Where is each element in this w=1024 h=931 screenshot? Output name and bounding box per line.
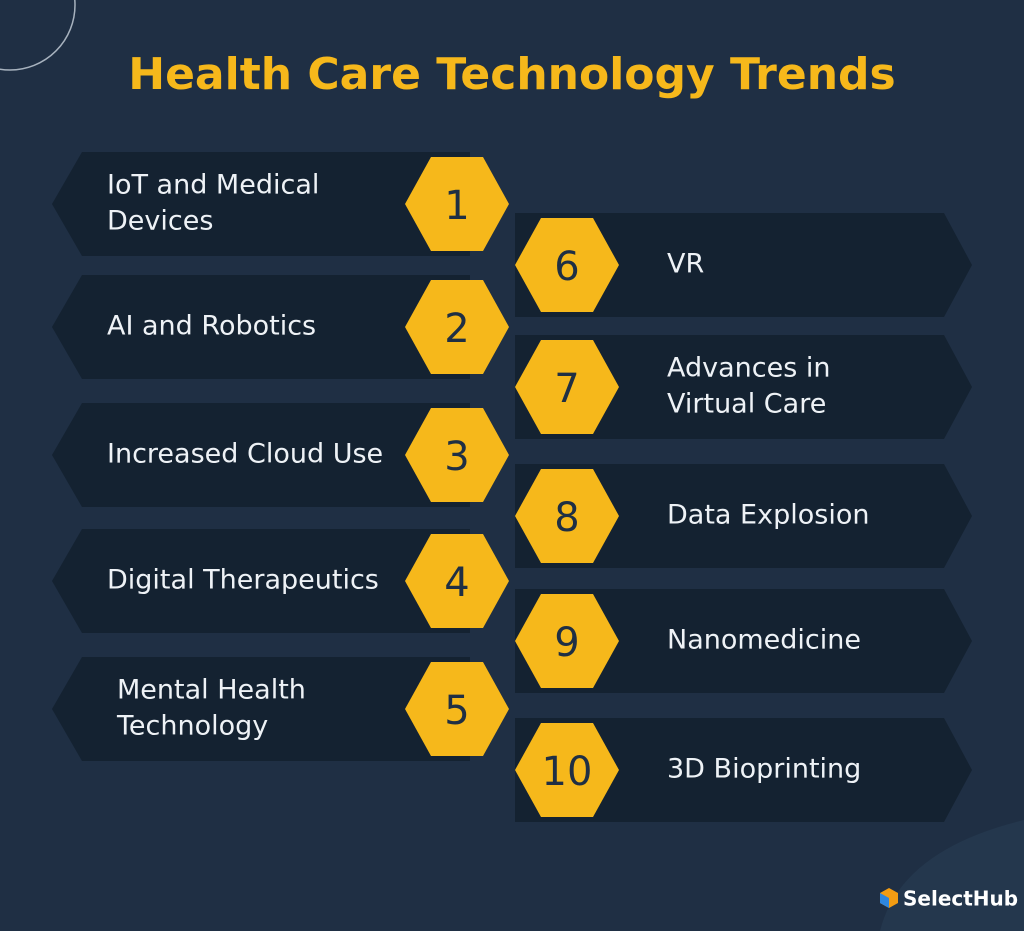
hexagon (405, 408, 509, 502)
item-label: VR (667, 249, 704, 280)
trend-item: 4 Digital Therapeutics (52, 529, 509, 633)
banner (52, 403, 470, 507)
item-number: 9 (554, 620, 579, 666)
hexagon (515, 723, 619, 817)
trend-item: 8 Data Explosion (515, 464, 972, 568)
item-label: Devices (107, 206, 213, 237)
hexagon (515, 218, 619, 312)
hexagon (405, 662, 509, 756)
trend-item: 10 3D Bioprinting (515, 718, 972, 822)
hexagon (515, 594, 619, 688)
item-label: IoT and Medical (107, 170, 319, 201)
banner (515, 335, 972, 439)
hexagon (515, 469, 619, 563)
decor-circle (0, 0, 76, 71)
item-label: 3D Bioprinting (667, 754, 861, 785)
item-label: Virtual Care (667, 389, 826, 420)
logo: SelectHub (880, 887, 1018, 911)
trend-item: 3 Increased Cloud Use (52, 403, 509, 507)
item-label: AI and Robotics (107, 311, 316, 342)
hexagon (405, 157, 509, 251)
banner (515, 464, 972, 568)
banner (52, 275, 470, 379)
banner (52, 152, 470, 256)
banner (515, 718, 972, 822)
trend-item: 7 Advances in Virtual Care (515, 335, 972, 439)
logo-icon-facet (880, 893, 889, 908)
banner (515, 213, 972, 317)
item-label: Mental Health (117, 675, 306, 706)
item-number: 3 (444, 434, 469, 480)
item-label: Digital Therapeutics (107, 565, 379, 596)
item-number: 7 (554, 366, 579, 412)
item-number: 5 (444, 688, 469, 734)
item-number: 8 (554, 495, 579, 541)
hexagon (515, 340, 619, 434)
items: 1 IoT and Medical Devices 2 AI and Robotics 3… (52, 152, 972, 822)
trend-item: 5 Mental Health Technology (52, 657, 509, 761)
item-number: 1 (444, 183, 469, 229)
item-label: Increased Cloud Use (107, 439, 383, 470)
title: Health Care Technology Trends (128, 49, 895, 100)
item-label: Technology (116, 711, 268, 742)
trend-item: 1 IoT and Medical Devices (52, 152, 509, 256)
item-number: 4 (444, 560, 469, 606)
trend-item: 2 AI and Robotics (52, 275, 509, 379)
trend-item: 9 Nanomedicine (515, 589, 972, 693)
banner (52, 657, 470, 761)
item-number: 2 (444, 306, 469, 352)
item-label: Nanomedicine (667, 625, 861, 656)
item-number: 10 (542, 749, 593, 795)
banner (515, 589, 972, 693)
trend-item: 6 VR (515, 213, 972, 317)
hexagon (405, 280, 509, 374)
logo-text: SelectHub (903, 887, 1018, 911)
item-label: Advances in (667, 353, 831, 384)
hexagon (405, 534, 509, 628)
item-label: Data Explosion (667, 500, 869, 531)
banner (52, 529, 470, 633)
item-number: 6 (554, 244, 579, 290)
decor-shape (880, 820, 1024, 931)
